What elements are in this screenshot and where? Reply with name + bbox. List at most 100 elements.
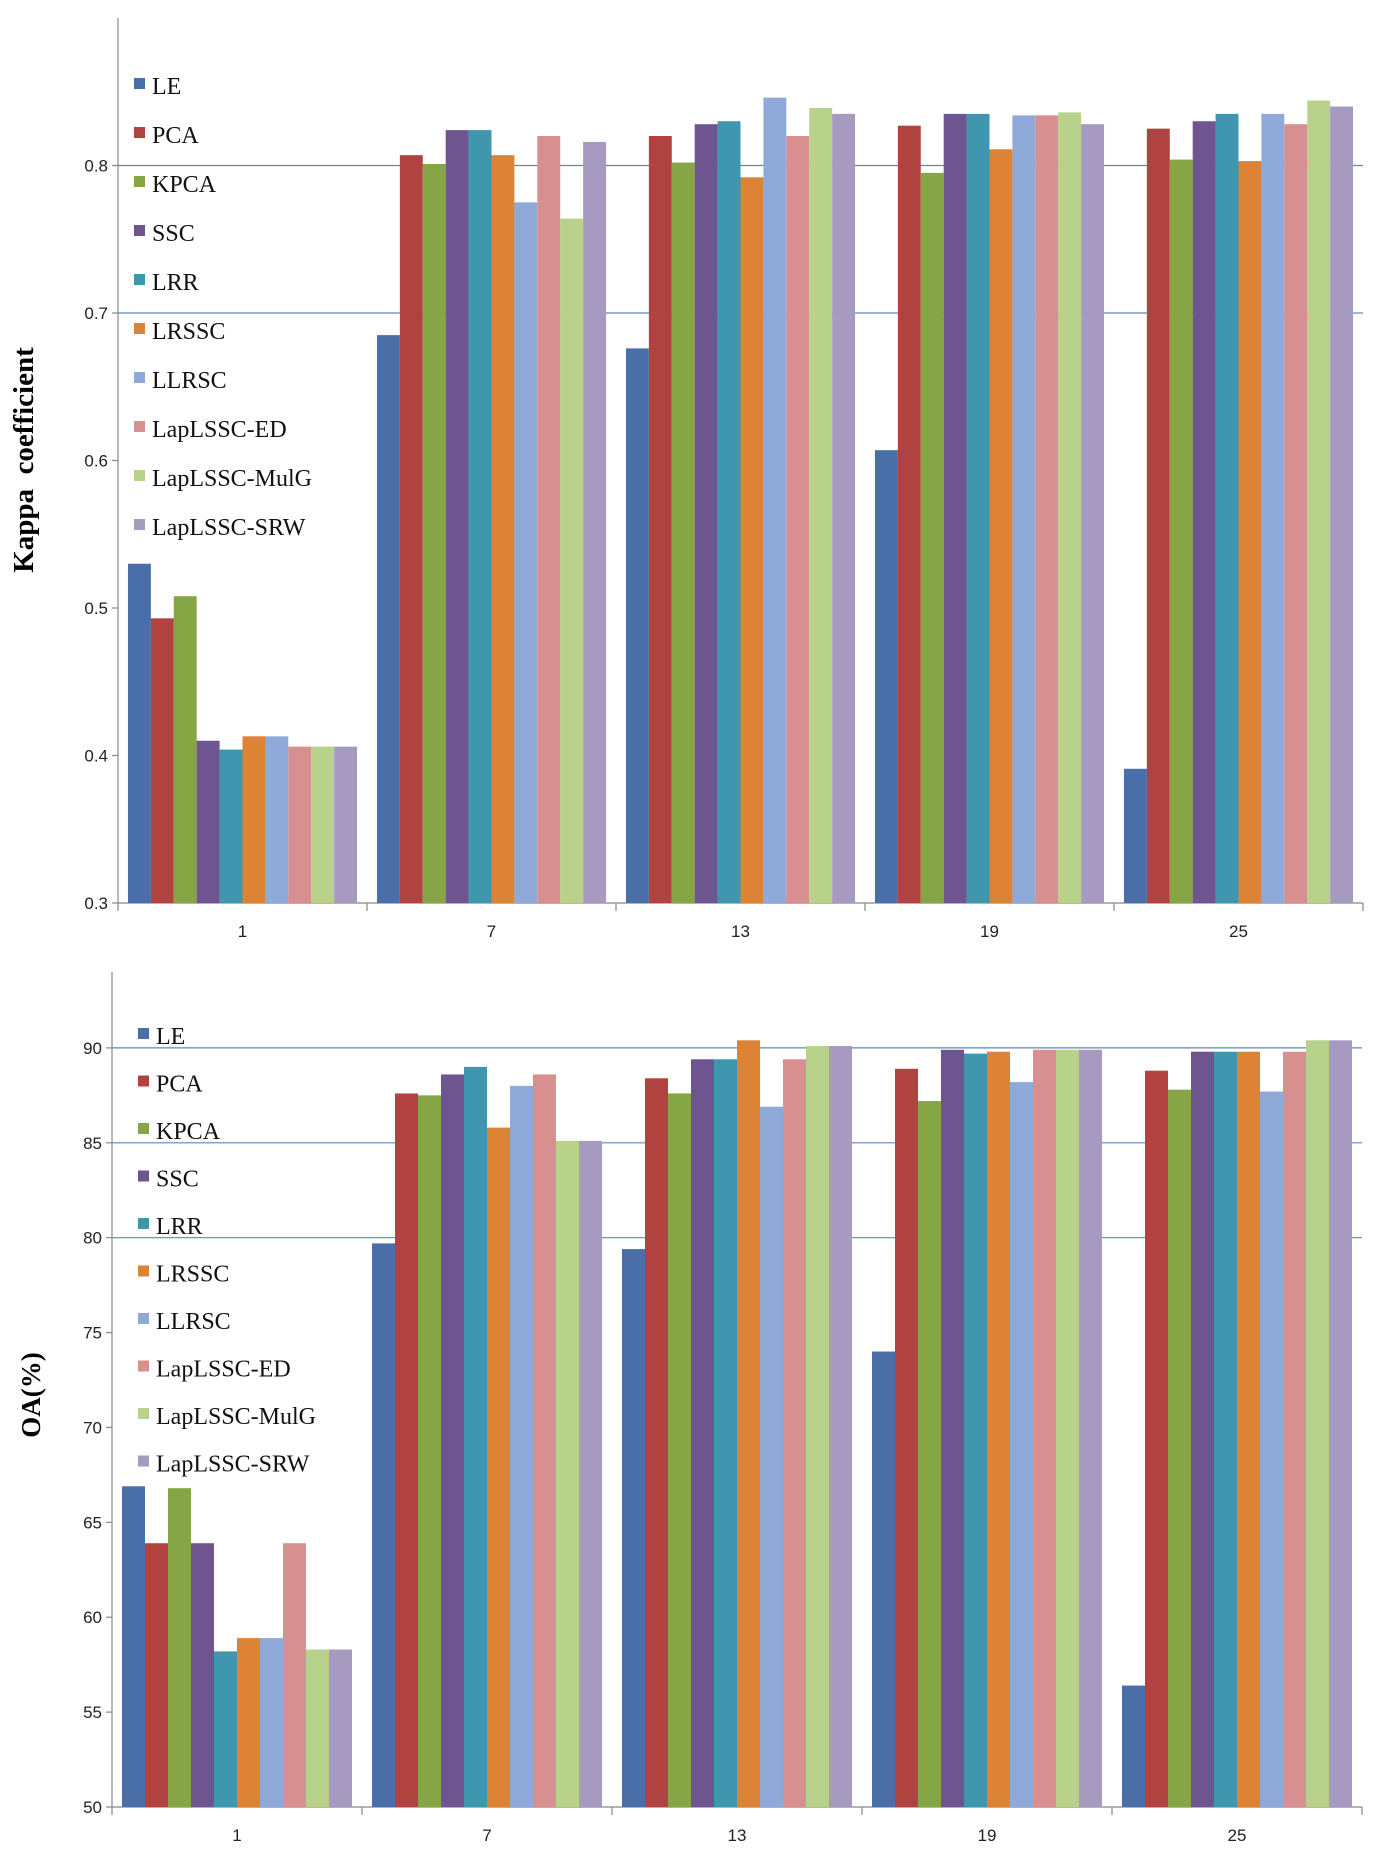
legend-label: SSC bbox=[152, 221, 195, 247]
bar bbox=[372, 1243, 395, 1807]
bar bbox=[1123, 768, 1147, 903]
bar bbox=[127, 563, 151, 903]
legend-label: LLRSC bbox=[152, 368, 227, 394]
bar bbox=[1329, 1040, 1352, 1807]
legend-label: PCA bbox=[152, 123, 199, 149]
bar bbox=[288, 746, 312, 903]
legend-swatch bbox=[138, 1360, 149, 1372]
bar bbox=[145, 1543, 168, 1807]
bar bbox=[966, 113, 990, 903]
bar bbox=[691, 1059, 714, 1807]
bar bbox=[306, 1649, 329, 1807]
y-axis-title: OA(%) bbox=[16, 1352, 46, 1437]
bar bbox=[1283, 1051, 1306, 1807]
bar bbox=[809, 107, 833, 904]
bar bbox=[583, 141, 607, 903]
bar bbox=[1056, 1049, 1079, 1807]
x-tick-label: 13 bbox=[731, 922, 750, 941]
bar bbox=[897, 125, 921, 904]
bar bbox=[150, 618, 174, 903]
y-tick-label: 60 bbox=[83, 1608, 102, 1627]
bar bbox=[1307, 100, 1331, 904]
bar bbox=[737, 1040, 760, 1807]
bar bbox=[168, 1488, 191, 1807]
bar bbox=[283, 1543, 306, 1807]
legend-label: PCA bbox=[156, 1072, 203, 1098]
x-tick-label: 25 bbox=[1229, 922, 1248, 941]
bar bbox=[395, 1093, 418, 1807]
bar bbox=[537, 136, 561, 903]
bar bbox=[1238, 161, 1262, 903]
bar bbox=[987, 1051, 1010, 1807]
legend-label: KPCA bbox=[152, 172, 217, 198]
legend-label: LapLSSC-ED bbox=[152, 417, 287, 443]
bar bbox=[920, 172, 944, 903]
x-tick-label: 19 bbox=[978, 1826, 997, 1845]
bar bbox=[173, 596, 197, 903]
y-tick-label: 0.5 bbox=[84, 599, 108, 618]
bar bbox=[829, 1046, 852, 1807]
bar bbox=[1192, 121, 1216, 903]
bar bbox=[214, 1651, 237, 1807]
bar bbox=[487, 1127, 510, 1807]
legend-label: LRSSC bbox=[156, 1262, 229, 1288]
legend-label: LE bbox=[156, 1024, 185, 1050]
bar bbox=[760, 1106, 783, 1807]
bar bbox=[122, 1486, 145, 1807]
x-tick-label: 1 bbox=[238, 922, 247, 941]
legend-label: LLRSC bbox=[156, 1309, 231, 1335]
y-tick-label: 80 bbox=[83, 1229, 102, 1248]
legend-swatch bbox=[138, 1075, 149, 1087]
legend-swatch bbox=[134, 323, 145, 334]
x-tick-label: 19 bbox=[980, 922, 999, 941]
kappa-chart: 0.3 0.4 0.5 0.6 0.7 0.8 1 7 13 19 25 LE PCA KPCA SSC LR… bbox=[8, 18, 1364, 941]
bar bbox=[1237, 1051, 1260, 1807]
legend-label: KPCA bbox=[156, 1119, 221, 1145]
bar bbox=[941, 1049, 964, 1807]
bar bbox=[1012, 115, 1036, 904]
bar bbox=[740, 177, 764, 904]
bar bbox=[533, 1074, 556, 1807]
bar bbox=[329, 1649, 352, 1807]
legend-label: LapLSSC-SRW bbox=[152, 515, 306, 541]
x-tick-label: 1 bbox=[232, 1826, 241, 1845]
bar bbox=[943, 113, 967, 903]
bar bbox=[645, 1078, 668, 1807]
y-tick-label: 55 bbox=[83, 1703, 102, 1722]
legend-swatch bbox=[138, 1218, 149, 1229]
bar bbox=[832, 113, 856, 903]
bar bbox=[468, 130, 492, 904]
bar bbox=[334, 746, 358, 903]
bar bbox=[1191, 1051, 1214, 1807]
bar bbox=[874, 450, 898, 903]
bar bbox=[445, 130, 469, 904]
y-tick-label: 65 bbox=[83, 1513, 102, 1532]
bar bbox=[1035, 115, 1059, 904]
bar bbox=[872, 1351, 895, 1807]
x-tick-label: 7 bbox=[482, 1826, 491, 1845]
legend-swatch bbox=[134, 372, 145, 383]
bar bbox=[895, 1068, 918, 1807]
bar bbox=[1122, 1685, 1145, 1807]
bar bbox=[1145, 1070, 1168, 1807]
bar bbox=[514, 202, 538, 903]
bar bbox=[1330, 106, 1354, 903]
legend-label: LRR bbox=[152, 270, 199, 296]
legend-swatch bbox=[134, 225, 145, 236]
legend-swatch bbox=[134, 78, 145, 89]
bar bbox=[579, 1140, 602, 1807]
bar bbox=[1146, 128, 1170, 903]
bar bbox=[265, 736, 289, 903]
bar bbox=[668, 1093, 691, 1807]
bar bbox=[1260, 1091, 1283, 1807]
bar bbox=[491, 155, 515, 904]
bar bbox=[806, 1046, 829, 1807]
bar bbox=[219, 749, 243, 903]
bar bbox=[625, 348, 649, 903]
y-tick-label: 0.4 bbox=[84, 747, 108, 766]
bar bbox=[1168, 1089, 1191, 1807]
y-tick-label: 0.8 bbox=[84, 157, 108, 176]
bar bbox=[242, 736, 266, 903]
legend-swatch bbox=[138, 1408, 149, 1419]
legend-swatch bbox=[134, 519, 145, 530]
